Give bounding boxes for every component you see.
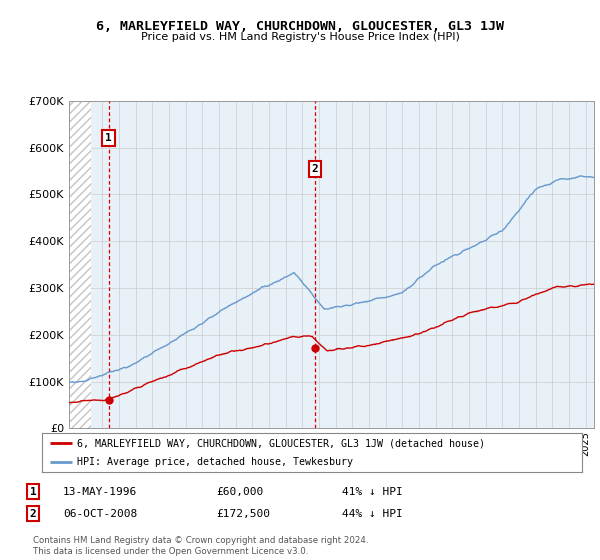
Text: Contains HM Land Registry data © Crown copyright and database right 2024.
This d: Contains HM Land Registry data © Crown c… bbox=[33, 536, 368, 556]
Text: 1: 1 bbox=[29, 487, 37, 497]
Text: 6, MARLEYFIELD WAY, CHURCHDOWN, GLOUCESTER, GL3 1JW (detached house): 6, MARLEYFIELD WAY, CHURCHDOWN, GLOUCEST… bbox=[77, 438, 485, 449]
Text: £172,500: £172,500 bbox=[216, 508, 270, 519]
Text: Price paid vs. HM Land Registry's House Price Index (HPI): Price paid vs. HM Land Registry's House … bbox=[140, 32, 460, 43]
Text: 2: 2 bbox=[311, 164, 319, 174]
Bar bbox=[69, 101, 91, 428]
Text: 2: 2 bbox=[29, 508, 37, 519]
Text: 1: 1 bbox=[105, 133, 112, 143]
Text: 13-MAY-1996: 13-MAY-1996 bbox=[63, 487, 137, 497]
Text: 44% ↓ HPI: 44% ↓ HPI bbox=[342, 508, 403, 519]
Text: £60,000: £60,000 bbox=[216, 487, 263, 497]
Text: HPI: Average price, detached house, Tewkesbury: HPI: Average price, detached house, Tewk… bbox=[77, 457, 353, 467]
Text: 6, MARLEYFIELD WAY, CHURCHDOWN, GLOUCESTER, GL3 1JW: 6, MARLEYFIELD WAY, CHURCHDOWN, GLOUCEST… bbox=[96, 20, 504, 32]
Text: 41% ↓ HPI: 41% ↓ HPI bbox=[342, 487, 403, 497]
Text: 06-OCT-2008: 06-OCT-2008 bbox=[63, 508, 137, 519]
Bar bbox=[69, 101, 91, 428]
